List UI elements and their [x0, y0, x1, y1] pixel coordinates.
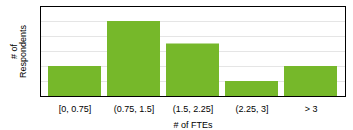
svg-text:(1.5, 2.25]: (1.5, 2.25]: [173, 104, 214, 114]
svg-text:> 3: > 3: [305, 104, 318, 114]
svg-text:[0, 0.75]: [0, 0.75]: [59, 104, 92, 114]
svg-text:# ofRespondents: # ofRespondents: [9, 24, 28, 78]
svg-text:(0.75, 1.5]: (0.75, 1.5]: [114, 104, 155, 114]
svg-text:(2.25, 3]: (2.25, 3]: [235, 104, 268, 114]
svg-text:# of FTEs: # of FTEs: [173, 120, 213, 130]
